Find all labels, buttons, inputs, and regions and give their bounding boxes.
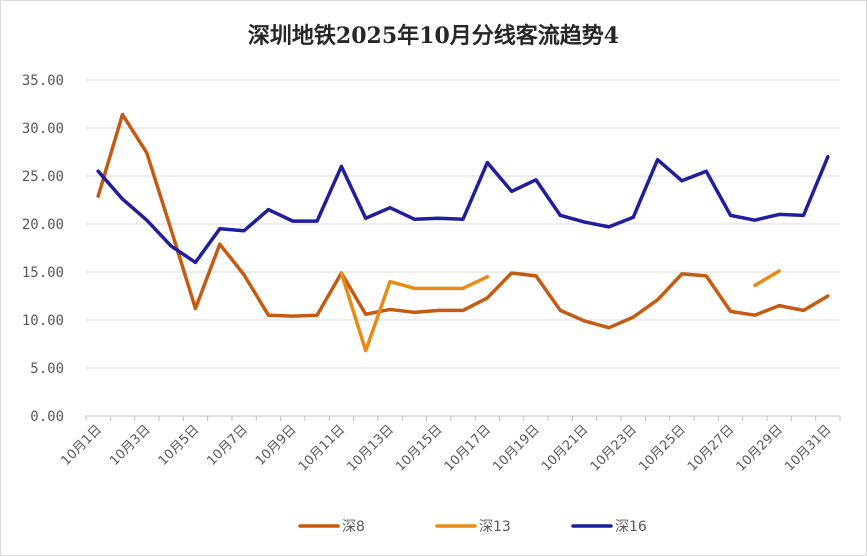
x-tick-label: 10月11日 [296,422,348,474]
x-tick-label: 10月15日 [393,422,445,474]
series-line-深16 [96,155,830,265]
y-tick-label: 35.00 [22,73,64,89]
x-tick-label: 10月21日 [539,422,591,474]
x-tick-label: 10月19日 [490,422,542,474]
y-tick-label: 0.00 [30,409,64,425]
y-tick-label: 15.00 [22,265,64,281]
x-tick-label: 10月7日 [204,422,251,469]
legend-label: 深13 [479,519,511,535]
y-tick-label: 25.00 [22,169,64,185]
y-tick-label: 5.00 [30,361,64,377]
y-tick-label: 30.00 [22,121,64,137]
x-tick-label: 10月23日 [588,422,640,474]
x-tick-label: 10月27日 [685,422,737,474]
x-tick-label: 10月29日 [734,422,786,474]
legend-label: 深16 [615,519,647,535]
x-tick-label: 10月25日 [636,422,688,474]
legend-label: 深8 [342,519,365,535]
y-tick-label: 20.00 [22,217,64,233]
x-tick-label: 10月31日 [782,422,834,474]
x-tick-label: 10月5日 [156,422,203,469]
series-line-深8 [96,112,830,330]
x-tick-label: 10月1日 [58,422,105,469]
x-tick-label: 10月9日 [253,422,300,469]
chart-title: 深圳地铁2025年10月分线客流趋势4 [247,23,620,49]
y-tick-label: 10.00 [22,313,64,329]
x-tick-label: 10月13日 [344,422,396,474]
series-line-深13 [339,269,781,353]
x-tick-label: 10月3日 [107,422,154,469]
x-tick-label: 10月17日 [442,422,494,474]
